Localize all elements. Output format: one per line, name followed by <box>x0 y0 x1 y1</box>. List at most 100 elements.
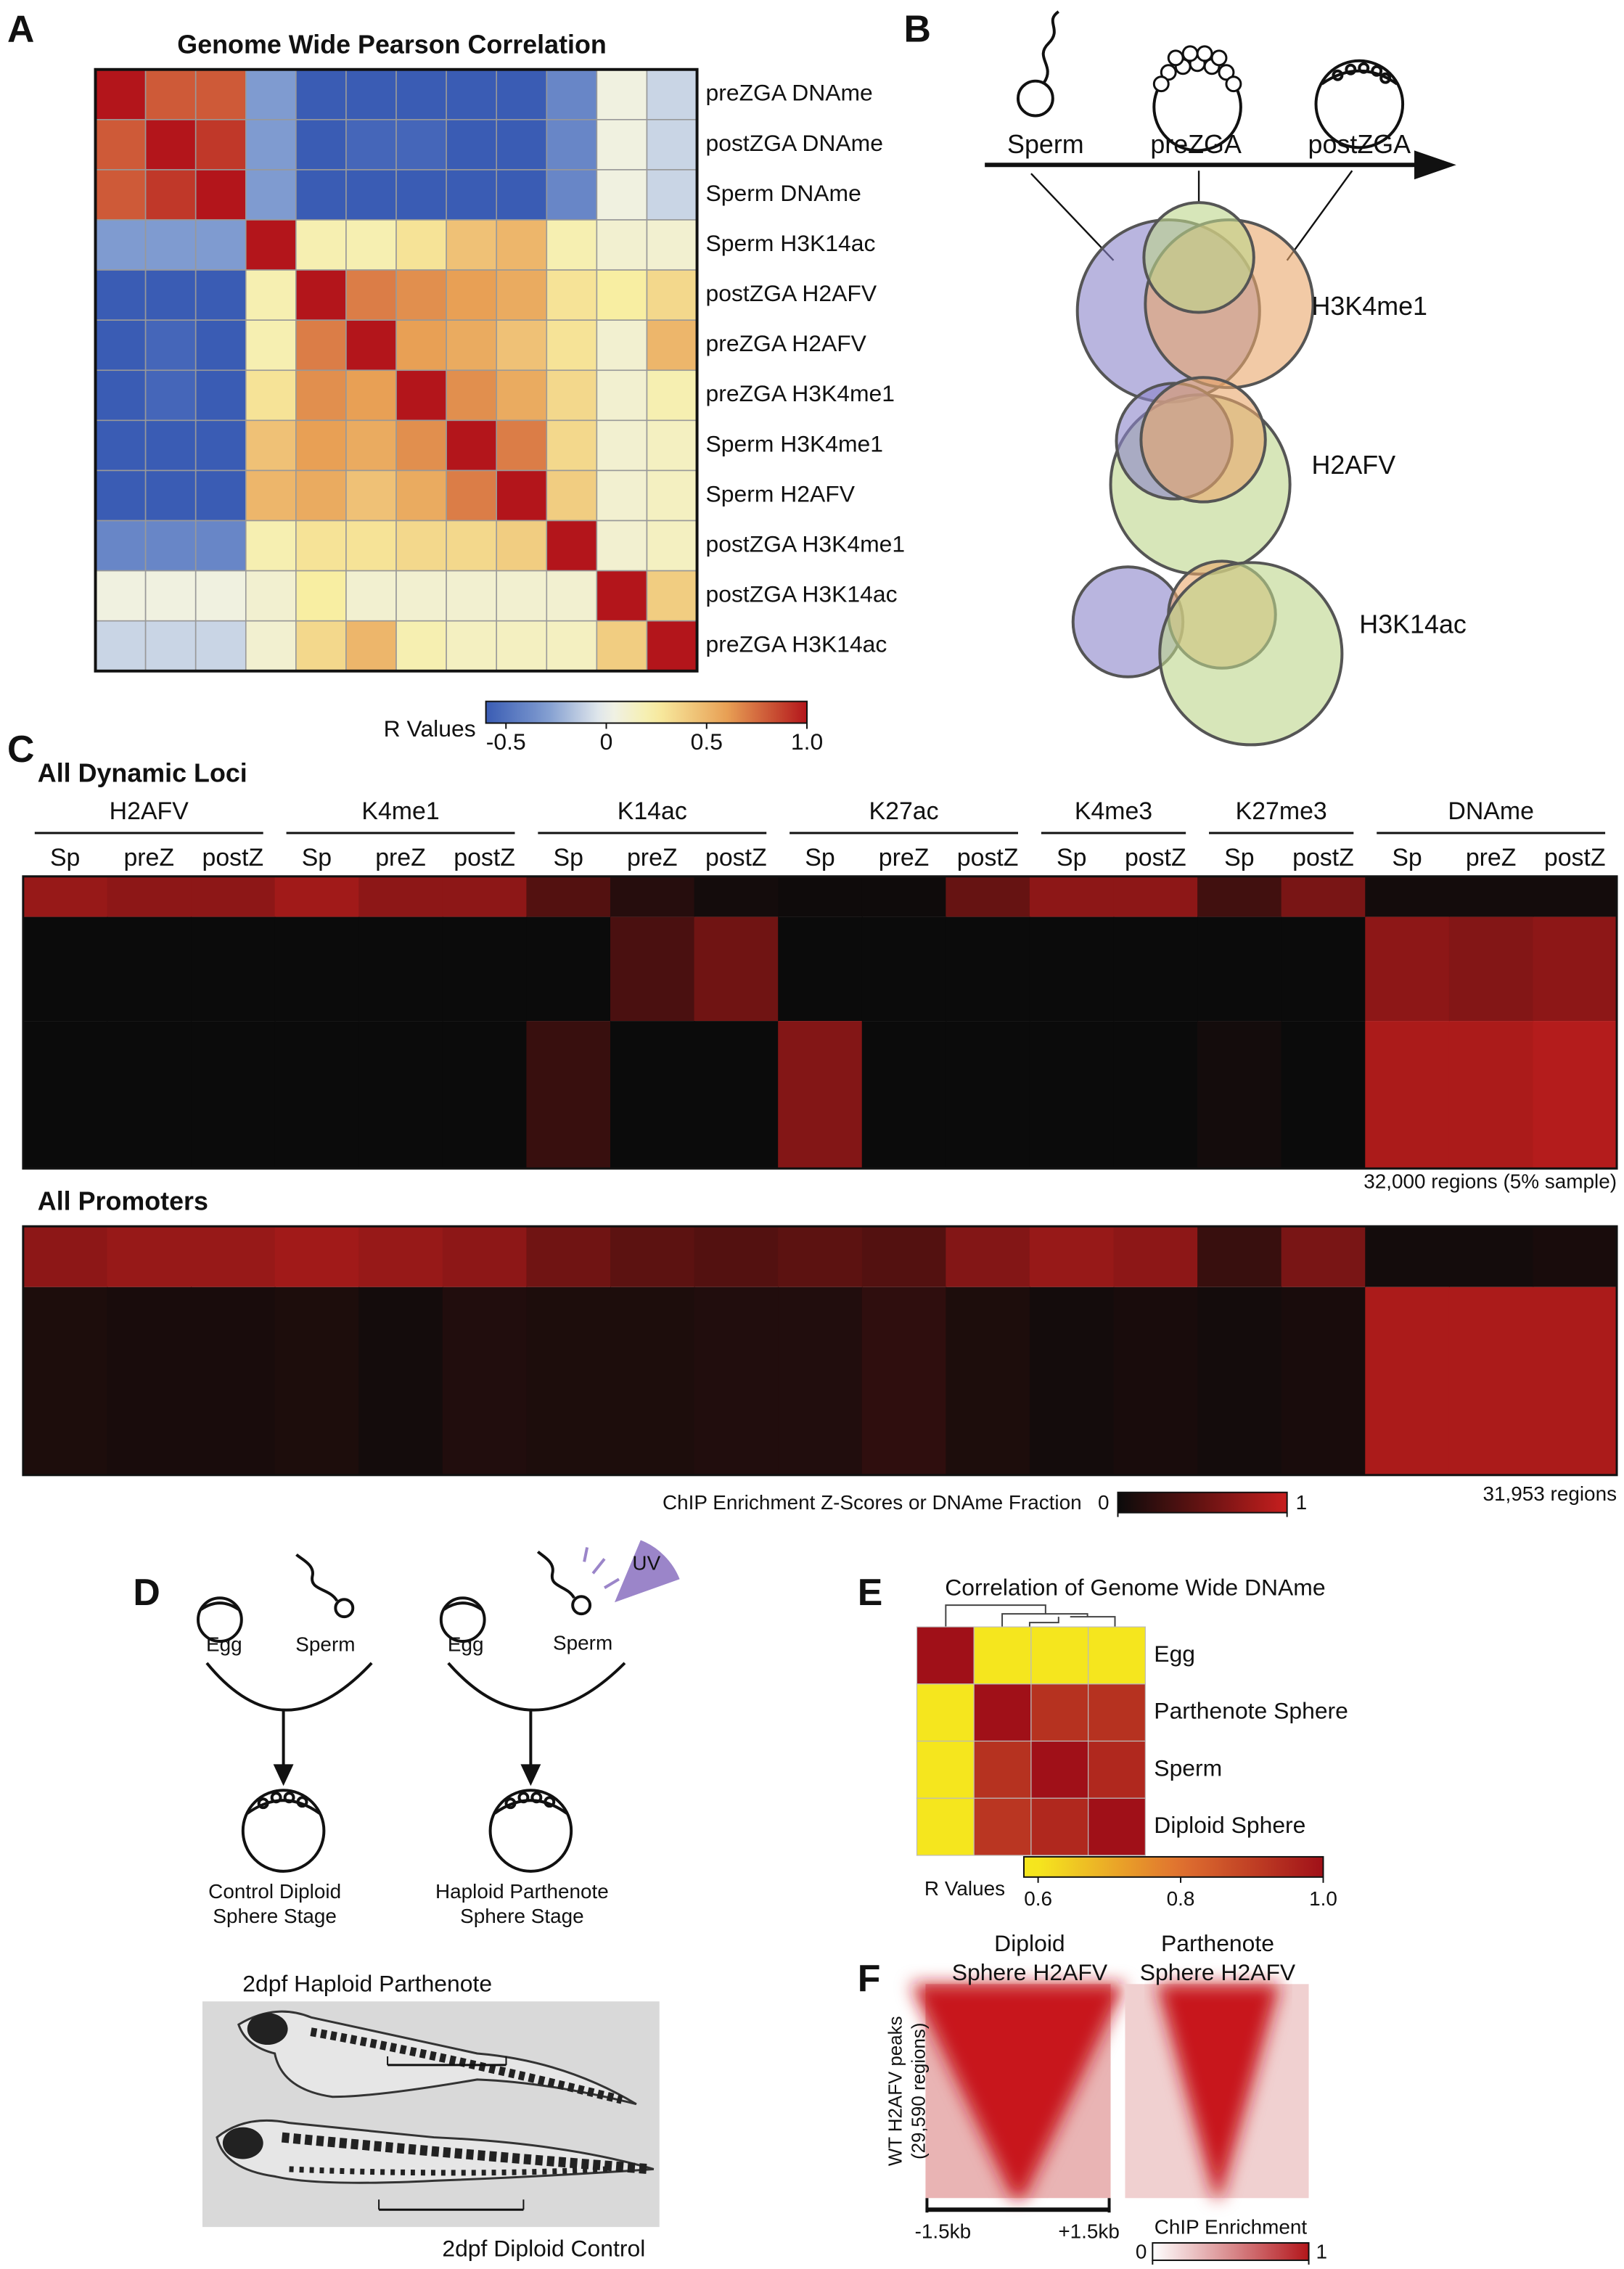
heatmap-cell <box>295 269 347 321</box>
heatmap-cell <box>345 520 397 572</box>
heatmap-cell <box>646 68 698 120</box>
heatmap-cell <box>1113 1021 1199 1169</box>
column-label: postZ <box>957 844 1019 871</box>
heatmap-cell <box>861 1021 947 1169</box>
heatmap-cell <box>496 169 548 221</box>
heatmap-cell <box>94 369 147 422</box>
heatmap-cell <box>1281 916 1366 1022</box>
heatmap-cell <box>596 469 648 522</box>
heatmap-cell <box>395 469 447 522</box>
heatmap-cell <box>295 119 347 171</box>
heatmap-cell <box>94 269 147 321</box>
heatmap-cell <box>107 916 192 1022</box>
heatmap-cell <box>496 269 548 321</box>
column-label: preZ <box>123 844 174 871</box>
tick-label: 0.8 <box>1167 1887 1195 1910</box>
stage-icons <box>985 10 1456 261</box>
heatmap-frame <box>94 67 699 673</box>
heatmap-cell <box>973 1740 1032 1799</box>
row-label: Diploid Sphere <box>1154 1812 1305 1838</box>
heatmap-cell <box>107 876 192 917</box>
heatmap-cell <box>1113 1226 1199 1287</box>
heatmap-cell <box>446 520 498 572</box>
heatmap-cell <box>1448 1021 1534 1169</box>
heatmap-cell <box>1088 1626 1146 1685</box>
heatmap-cell <box>1029 916 1115 1022</box>
heatmap-cell <box>22 1021 108 1169</box>
heatmap-cell <box>496 469 548 522</box>
heatmap-cell <box>646 520 698 572</box>
heatmap-cell <box>1448 1226 1534 1287</box>
tick-label: 0.6 <box>1024 1887 1052 1910</box>
section-title: All Promoters <box>38 1187 208 1216</box>
heatmap-cell <box>546 169 598 221</box>
column-label: postZ <box>1125 844 1186 871</box>
heatmap-cell <box>245 68 297 120</box>
heatmap-cell <box>194 419 247 472</box>
heatmap-cell <box>358 876 443 917</box>
heatmap-cell <box>496 119 548 171</box>
heatmap-cell <box>546 620 598 672</box>
column-label: postZ <box>454 844 515 871</box>
heatmap-cell <box>1533 916 1618 1022</box>
heatmap-cell <box>94 169 147 221</box>
heatmap-cell <box>295 419 347 472</box>
heatmap-cell <box>646 469 698 522</box>
heatmap-cell <box>395 68 447 120</box>
heatmap-cell <box>778 1021 863 1169</box>
heatmap-cell <box>345 570 397 622</box>
heatmap-cell <box>1029 1021 1115 1169</box>
tick-label: 0.5 <box>691 729 723 755</box>
diagram-label: Sphere Stage <box>460 1905 584 1927</box>
tick-label: 1.0 <box>1309 1887 1337 1910</box>
heatmap-cell <box>274 1226 360 1287</box>
heatmap-cell <box>496 570 548 622</box>
heatmap-cell <box>446 68 498 120</box>
heatmap-cell <box>610 1287 695 1475</box>
heatmap-cell <box>245 469 297 522</box>
heatmap-cell <box>596 620 648 672</box>
heatmap-cell <box>295 469 347 522</box>
heatmap-cell <box>395 419 447 472</box>
heatmap-cell <box>446 119 498 171</box>
row-label: preZGA H3K4me1 <box>706 380 895 406</box>
section-title: All Dynamic Loci <box>38 759 247 788</box>
heatmap-cell <box>646 269 698 321</box>
heatmap-cell <box>395 269 447 321</box>
heatmap-cell <box>22 1287 108 1475</box>
heatmap-cell <box>194 620 247 672</box>
heatmap-cell <box>596 570 648 622</box>
heatmap-cell <box>345 219 397 271</box>
heatmap-cell <box>144 520 197 572</box>
dendrogram <box>945 1604 1116 1628</box>
heatmap-cell <box>94 520 147 572</box>
colorbar-label: R Values <box>384 715 476 742</box>
heatmap-cell <box>345 319 397 372</box>
column-label: preZ <box>627 844 678 871</box>
diagram-label: Control Diploid <box>208 1880 341 1903</box>
heatmap-cell <box>1448 916 1534 1022</box>
diagram-label: Egg <box>206 1633 242 1655</box>
row-label: Sperm H3K4me1 <box>706 430 883 456</box>
heatmap-cell <box>395 620 447 672</box>
heatmap-cell <box>546 219 598 271</box>
heatmap-cell <box>442 1287 528 1475</box>
tick-label: 1 <box>1296 1491 1308 1514</box>
heatmap-cell <box>194 269 247 321</box>
heatmap-cell <box>946 1021 1030 1169</box>
heatmap-cell <box>274 916 360 1022</box>
colorbar-label: ChIP Enrichment <box>1155 2215 1308 2238</box>
heatmap-cell <box>861 916 947 1022</box>
heatmap-cell <box>446 620 498 672</box>
heatmap-cell <box>778 916 863 1022</box>
heatmap-cell <box>274 1021 360 1169</box>
heatmap-cell <box>295 520 347 572</box>
column-label: Sp <box>1224 844 1254 871</box>
column-title: Diploid <box>994 1930 1065 1956</box>
heatmap-cell <box>546 419 598 472</box>
heatmap-cell <box>1533 876 1618 917</box>
row-label: postZGA H2AFV <box>706 280 877 306</box>
column-label: preZ <box>375 844 426 871</box>
